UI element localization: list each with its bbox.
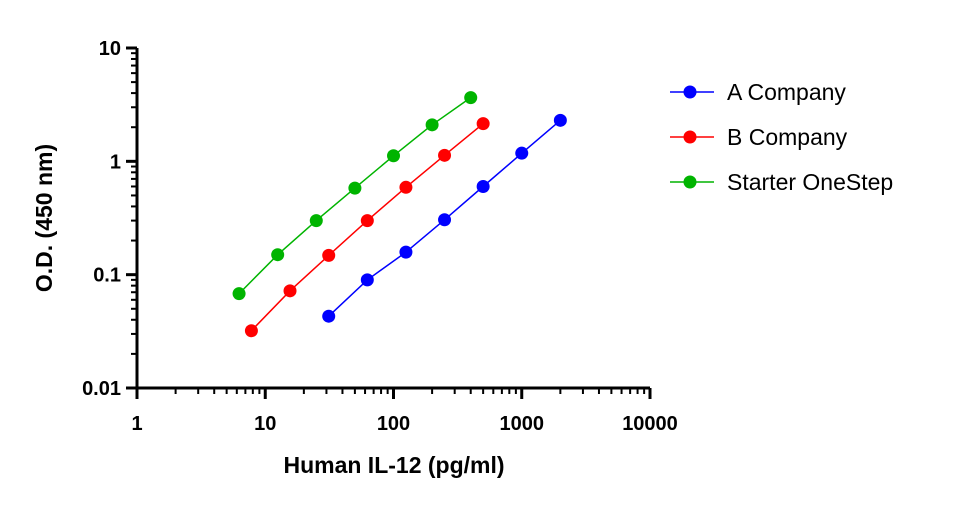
axes: 1 10 100 1000 10000 0.01 0.1 1 10 (82, 38, 678, 435)
legend-marker (683, 175, 697, 189)
legend-item: A Company (670, 79, 846, 105)
data-point (399, 180, 413, 194)
data-point (271, 248, 285, 262)
x-tick-label: 10 (254, 413, 276, 435)
data-point (232, 287, 246, 301)
data-point (425, 118, 439, 132)
series-group (232, 91, 478, 301)
series-group (244, 117, 490, 338)
data-point (515, 146, 529, 160)
x-tick-label: 10000 (622, 413, 678, 435)
data-point (553, 113, 567, 127)
series-group (322, 113, 567, 323)
legend-marker (683, 85, 697, 99)
data-point (322, 248, 336, 262)
data-point (283, 284, 297, 298)
legend-label: A Company (727, 79, 846, 105)
y-tick-label: 0.1 (93, 265, 121, 287)
data-point (322, 309, 336, 323)
data-point (476, 179, 490, 193)
legend-label: B Company (727, 124, 848, 150)
data-point (476, 117, 490, 131)
x-tick-label: 1000 (500, 413, 545, 435)
data-point (360, 214, 374, 228)
data-point (244, 324, 258, 338)
legend: A Company B Company Starter OneStep (670, 79, 893, 195)
x-tick-label: 1 (131, 413, 142, 435)
y-tick-label: 0.01 (82, 378, 121, 400)
y-tick-label: 1 (110, 151, 121, 173)
legend-marker (683, 130, 697, 144)
data-point (309, 214, 323, 228)
legend-item: Starter OneStep (670, 169, 893, 195)
legend-label: Starter OneStep (727, 169, 893, 195)
legend-item: B Company (670, 124, 848, 150)
data-point (464, 91, 478, 105)
data-point (348, 181, 362, 195)
data-point (438, 213, 452, 227)
y-tick-label: 10 (99, 38, 121, 60)
data-point (360, 273, 374, 287)
data-point (438, 148, 452, 162)
x-tick-label: 100 (377, 413, 410, 435)
x-axis-title: Human IL-12 (pg/ml) (283, 452, 504, 478)
series-layer (232, 91, 567, 338)
data-point (387, 149, 400, 163)
y-axis-title: O.D. (450 nm) (31, 144, 57, 292)
data-point (399, 245, 413, 259)
